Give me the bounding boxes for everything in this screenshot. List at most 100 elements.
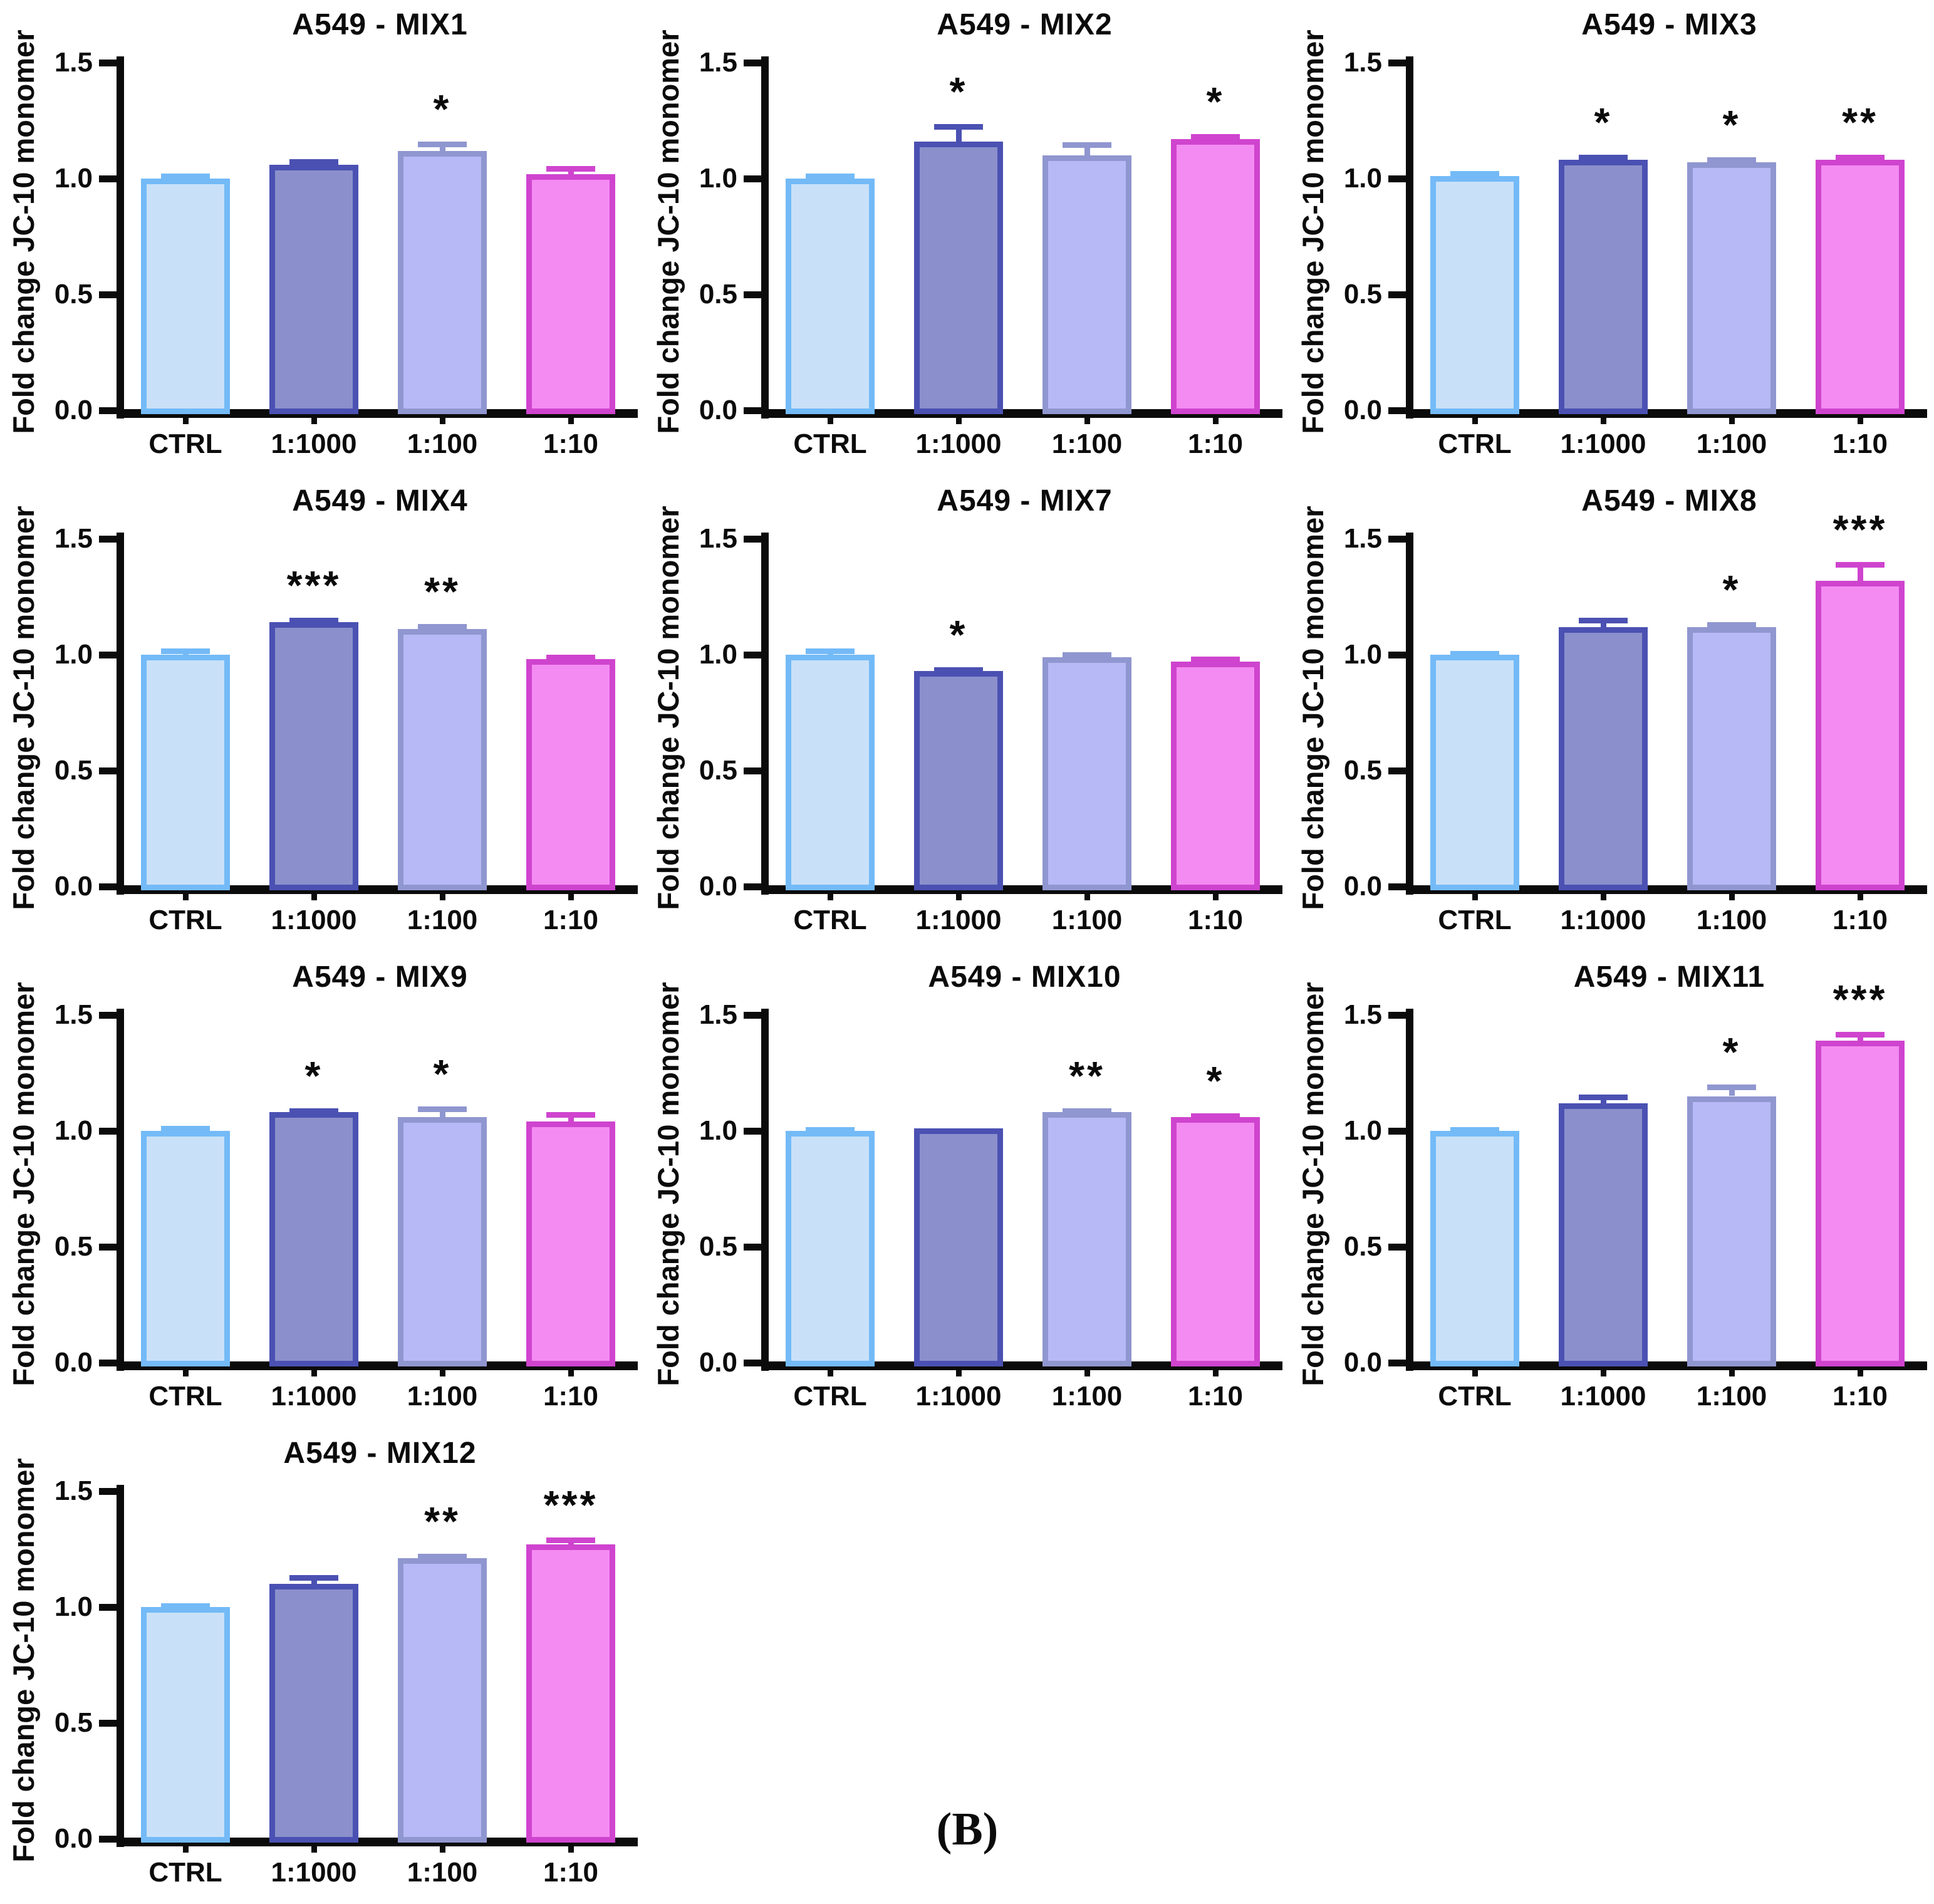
error-bar-cap — [1707, 1084, 1756, 1090]
x-category-label: CTRL — [148, 1381, 222, 1412]
error-bar-cap — [161, 1603, 210, 1609]
chart-panel: A549 - MIX11 Fold change JC-10 monomer 0.0… — [1289, 952, 1934, 1428]
error-bar-cap — [806, 173, 855, 179]
error-bar-cap — [1836, 1032, 1885, 1038]
x-category-label: 1:100 — [1696, 905, 1767, 935]
error-bar-stem — [311, 1577, 317, 1584]
y-tick — [99, 1604, 117, 1611]
x-tick — [1472, 892, 1478, 900]
y-tick-label: 1.5 — [54, 523, 93, 554]
x-tick — [311, 892, 317, 900]
y-tick-label: 1.5 — [54, 1475, 93, 1506]
bar-ctrl — [1430, 176, 1519, 414]
bar-dilution-1-100 — [398, 629, 487, 890]
x-tick — [568, 1844, 574, 1853]
error-bar-cap — [806, 648, 855, 655]
x-tick — [1729, 1368, 1735, 1376]
bar-dilution-1-100 — [398, 1116, 487, 1366]
x-axis-line — [1406, 1361, 1927, 1370]
error-bar-cap — [1707, 622, 1756, 628]
x-category-label: CTRL — [1438, 429, 1512, 459]
panel-title: A549 - MIX8 — [1581, 484, 1757, 518]
x-tick — [828, 1368, 833, 1376]
chart-panel: A549 - MIX8 Fold change JC-10 monomer 0.0 0… — [1289, 476, 1934, 952]
error-bar-stem — [439, 143, 445, 151]
y-tick — [99, 407, 117, 414]
chart-panel: A549 - MIX9 Fold change JC-10 monomer 0.0 0… — [0, 952, 645, 1428]
chart-panel: A549 - MIX10 Fold change JC-10 monomer 0.0… — [645, 952, 1289, 1428]
y-tick — [744, 883, 761, 890]
y-tick-label: 1.0 — [1343, 1115, 1382, 1146]
y-tick-label: 1.0 — [699, 163, 737, 194]
y-tick — [744, 60, 761, 66]
chart-panel: A549 - MIX4 Fold change JC-10 monomer 0.0 0… — [0, 476, 645, 952]
bar-ctrl — [1430, 1131, 1519, 1366]
bar-dilution-1-100 — [1042, 155, 1131, 414]
panel-title: A549 - MIX4 — [292, 484, 468, 518]
y-tick — [99, 1012, 117, 1019]
y-tick — [99, 60, 117, 66]
x-category-label: 1:100 — [407, 1381, 478, 1412]
x-category-label: CTRL — [148, 429, 222, 459]
y-tick-label: 0.5 — [699, 279, 737, 310]
y-tick — [99, 1360, 117, 1366]
x-category-label: 1:1000 — [915, 905, 1002, 935]
x-tick — [1601, 416, 1606, 424]
x-category-label: 1:10 — [1832, 905, 1888, 935]
chart-panel: A549 - MIX2 Fold change JC-10 monomer 0.0 0… — [645, 0, 1289, 476]
significance-marker: * — [1722, 1029, 1741, 1074]
y-axis-line — [761, 533, 769, 895]
y-tick-label: 0.0 — [54, 1347, 93, 1378]
bar-dilution-1-1000 — [1559, 1103, 1648, 1366]
error-bar-cap — [418, 1106, 467, 1112]
x-category-label: 1:100 — [1696, 429, 1767, 459]
x-category-label: 1:10 — [543, 905, 599, 935]
x-category-label: CTRL — [1438, 905, 1512, 935]
y-tick-label: 1.0 — [1343, 639, 1382, 670]
significance-marker: * — [1206, 78, 1225, 124]
x-category-label: 1:10 — [543, 1381, 599, 1412]
y-tick — [1388, 291, 1406, 298]
x-tick — [828, 416, 833, 424]
error-bar-cap — [289, 1108, 338, 1115]
y-tick — [744, 291, 761, 298]
x-tick — [311, 1368, 317, 1376]
panel-title: A549 - MIX9 — [292, 960, 468, 994]
error-bar-cap — [1063, 652, 1111, 658]
error-bar-cap — [161, 173, 210, 179]
x-tick — [440, 1844, 445, 1853]
panel-title: A549 - MIX2 — [937, 8, 1113, 41]
error-bar-cap — [1579, 617, 1628, 623]
x-category-label: CTRL — [793, 429, 867, 459]
y-tick — [1388, 175, 1406, 182]
y-tick — [99, 883, 117, 890]
y-tick-label: 0.0 — [699, 871, 737, 902]
x-tick — [1084, 416, 1090, 424]
x-tick — [1601, 892, 1606, 900]
y-tick — [1388, 536, 1406, 543]
x-axis-line — [1406, 409, 1927, 418]
bar-dilution-1-10 — [526, 1121, 615, 1366]
x-category-label: CTRL — [793, 905, 867, 935]
significance-marker: * — [433, 1051, 452, 1096]
y-tick-label: 1.5 — [54, 47, 93, 78]
x-tick — [1601, 1368, 1606, 1376]
y-axis-line — [1406, 56, 1413, 419]
panel-title: A549 - MIX3 — [1581, 8, 1757, 41]
x-category-label: 1:1000 — [271, 905, 357, 935]
x-tick — [1472, 416, 1478, 424]
y-tick — [744, 1012, 761, 1019]
y-tick — [744, 1244, 761, 1251]
panel-title: A549 - MIX1 — [292, 8, 468, 41]
y-tick-label: 1.0 — [699, 1115, 737, 1146]
chart-panel: A549 - MIX7 Fold change JC-10 monomer 0.0 0… — [645, 476, 1289, 952]
significance-marker: * — [1722, 102, 1741, 148]
significance-marker: * — [304, 1053, 323, 1099]
error-bar-cap — [1450, 170, 1499, 177]
x-tick — [1858, 1368, 1863, 1376]
x-category-label: 1:1000 — [1560, 1381, 1646, 1412]
x-tick — [1213, 416, 1219, 424]
y-axis-line — [1406, 533, 1413, 895]
error-bar-cap — [289, 159, 338, 165]
x-category-label: 1:1000 — [271, 1381, 357, 1412]
